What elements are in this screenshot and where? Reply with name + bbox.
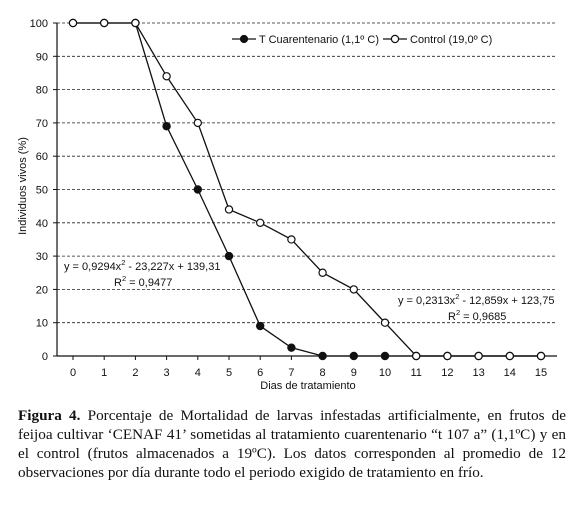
x-tick-label: 6: [257, 367, 263, 379]
equation-treatment-prefix: y = 0,9294x: [64, 261, 122, 273]
series-line-control: [73, 22, 541, 357]
y-tick-label: 90: [36, 51, 48, 63]
legend-marker-control: [390, 34, 400, 44]
r2-control-value: = 0,9685: [460, 311, 506, 323]
data-point-control: [412, 351, 421, 361]
x-tick-label: 3: [164, 367, 170, 379]
data-point-control: [505, 351, 514, 361]
r2-treatment-exponent: 2: [122, 274, 126, 283]
data-point-treatment: [287, 343, 296, 352]
data-point-control: [131, 18, 140, 28]
x-tick-labels: 0 1 2 3 4 5 6 7 8 9 10 11 12 13 14 15: [70, 367, 547, 379]
series-markers: [68, 18, 546, 361]
x-tick-label: 8: [320, 367, 326, 379]
y-tick-label: 100: [30, 18, 48, 30]
series-lines: [73, 22, 541, 357]
x-tick-label: 12: [441, 367, 453, 379]
data-point-treatment: [224, 251, 234, 261]
data-point-treatment: [256, 321, 265, 331]
data-point-control: [99, 18, 109, 28]
equation-control-exponent: 2: [455, 292, 459, 301]
legend-label-control: Control (19,0º C): [410, 34, 492, 46]
y-tick-label: 30: [36, 251, 48, 263]
x-tick-label: 7: [288, 367, 294, 379]
y-tick-label: 50: [36, 185, 48, 197]
equation-control-prefix: y = 0,2313x: [398, 295, 456, 307]
data-point-control: [68, 18, 78, 28]
y-tick-label: 80: [36, 85, 48, 97]
x-tick-label: 10: [379, 367, 391, 379]
legend: T Cuarentenario (1,1º C) Control (19,0º …: [232, 34, 492, 46]
svg-text:R2 = 0,9477: R2 = 0,9477: [114, 274, 172, 289]
data-point-control: [287, 235, 296, 244]
x-tick-label: 5: [226, 367, 232, 379]
r2-treatment-label: R: [114, 277, 122, 289]
x-tick-label: 9: [351, 367, 357, 379]
caption-label: Figura 4.: [18, 407, 81, 424]
regression-annotation-treatment: y = 0,9294x2 - 23,227x + 139,31 R2 = 0,9…: [64, 258, 220, 289]
svg-text:y = 0,2313x2 - 12,859x + 123,7: y = 0,2313x2 - 12,859x + 123,75: [398, 292, 554, 307]
data-point-control: [318, 268, 327, 277]
svg-text:y = 0,9294x2 - 23,227x + 139,3: y = 0,9294x2 - 23,227x + 139,31: [64, 258, 220, 273]
equation-control-suffix: - 12,859x + 123,75: [459, 295, 554, 307]
y-tick-label: 10: [36, 318, 48, 330]
data-point-control: [536, 351, 546, 361]
data-point-treatment: [162, 122, 171, 131]
legend-label-treatment: T Cuarentenario (1,1º C): [259, 34, 379, 46]
y-tick-label: 0: [42, 351, 48, 363]
x-tick-label: 11: [410, 367, 421, 379]
data-point-treatment: [193, 185, 202, 194]
data-point-treatment: [318, 351, 327, 361]
data-point-control: [443, 351, 452, 361]
y-tick-label: 40: [36, 218, 48, 230]
x-tick-label: 13: [472, 367, 484, 379]
regression-annotation-control: y = 0,2313x2 - 12,859x + 123,75 R2 = 0,9…: [398, 292, 554, 323]
grid-lines: [57, 22, 557, 324]
data-point-treatment: [380, 351, 390, 361]
data-point-control: [193, 118, 202, 128]
x-tick-label: 4: [195, 367, 201, 379]
caption-text: Porcentaje de Mortalidad de larvas infes…: [18, 407, 566, 481]
y-tick-labels: 0 10 20 30 40 50 60 70 80 90 100: [30, 18, 48, 363]
x-tick-label: 1: [101, 367, 107, 379]
r2-control-exponent: 2: [456, 308, 460, 317]
x-tick-label: 15: [535, 367, 547, 379]
y-tick-label: 60: [36, 151, 48, 163]
data-point-control: [380, 318, 390, 327]
x-tick-label: 2: [132, 367, 138, 379]
svg-text:R2 = 0,9685: R2 = 0,9685: [448, 308, 506, 323]
x-tick-label: 14: [504, 367, 516, 379]
figure-caption: Figura 4. Porcentaje de Mortalidad de la…: [18, 406, 566, 482]
r2-treatment-value: = 0,9477: [126, 277, 172, 289]
equation-treatment-exponent: 2: [121, 258, 125, 267]
r2-control-label: R: [448, 311, 456, 323]
y-axis-label: Individuos vivos (%): [17, 137, 29, 235]
data-point-control: [256, 218, 265, 227]
equation-treatment-suffix: - 23,227x + 139,31: [125, 261, 220, 273]
data-point-control: [474, 351, 483, 361]
data-point-control: [224, 205, 234, 214]
x-tick-label: 0: [70, 367, 76, 379]
data-point-control: [349, 285, 358, 294]
data-point-treatment: [349, 351, 358, 361]
y-tick-label: 70: [36, 118, 48, 130]
legend-marker-treatment: [239, 34, 249, 44]
y-tick-label: 20: [36, 284, 48, 296]
x-axis-label: Dias de tratamiento: [260, 380, 355, 392]
axes: [53, 22, 557, 360]
data-point-control: [162, 72, 171, 81]
